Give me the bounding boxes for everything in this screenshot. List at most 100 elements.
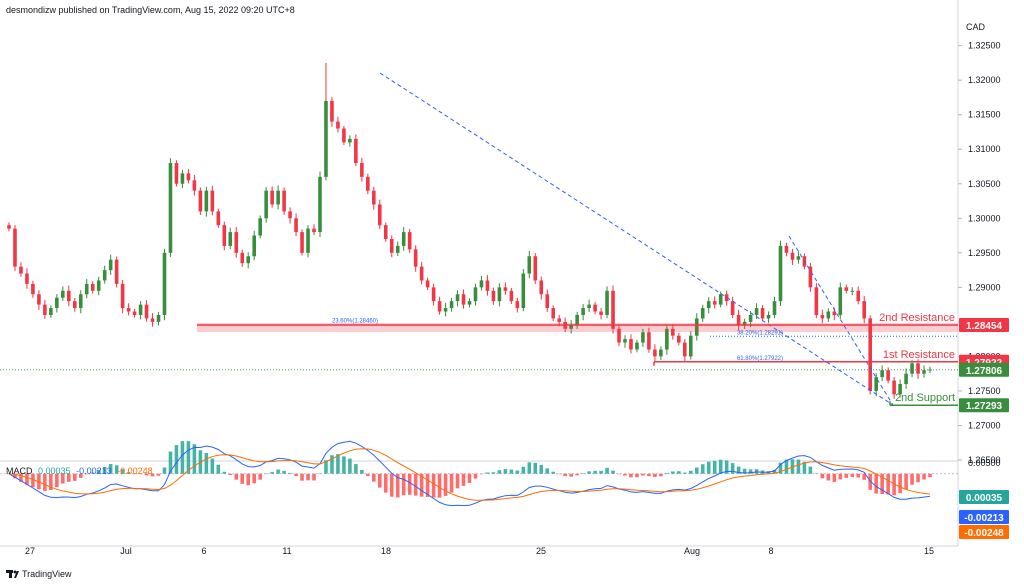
candle-body	[904, 373, 908, 385]
candle-body	[455, 294, 460, 302]
macd-hist-bar	[593, 470, 597, 474]
candle-body	[37, 294, 41, 305]
macd-hist-bar	[623, 473, 627, 476]
macd-hist-bar	[312, 473, 316, 481]
macd-hist-bar	[545, 468, 550, 474]
candle-body	[67, 290, 71, 302]
macd-hist-bar	[180, 441, 185, 474]
candle-body	[467, 301, 472, 305]
price-tick-label: 1.31500	[968, 110, 1001, 120]
macd-hist-bar	[473, 473, 478, 479]
candle-body	[389, 239, 394, 253]
candle-body	[509, 290, 514, 302]
candle-body	[180, 173, 185, 184]
macd-hist-bar	[306, 473, 310, 481]
macd-hist-bar	[102, 467, 107, 474]
macd-hist-bar	[72, 473, 77, 481]
candle-body	[210, 190, 215, 212]
macd-hist-bar	[407, 473, 412, 495]
macd-hist-bar	[694, 467, 699, 474]
candle-body	[916, 363, 920, 374]
candle-body	[892, 380, 896, 395]
macd-hist-bar	[294, 473, 298, 477]
macd-hist-bar	[330, 455, 334, 474]
candle-body	[372, 190, 376, 205]
candle-body	[479, 280, 484, 288]
candle-body	[461, 294, 466, 305]
macd-hist-bar	[49, 473, 53, 490]
macd-value-badge-bg	[959, 510, 1009, 524]
macd-hist-bar	[150, 473, 155, 477]
candle-body	[473, 287, 478, 302]
candle-body	[108, 259, 113, 271]
candle-body	[354, 138, 358, 164]
candle-body	[138, 304, 143, 315]
trend-line[interactable]	[788, 235, 894, 406]
macd-hist-bar	[354, 464, 358, 474]
macd-hist-bar	[641, 473, 645, 476]
macd-hist-bar	[575, 473, 579, 476]
candle-body	[150, 318, 155, 322]
macd-hist-bar	[431, 473, 436, 498]
candle-body	[844, 287, 849, 291]
candle-body	[922, 370, 926, 374]
candle-body	[868, 318, 872, 391]
macd-hist-bar	[401, 473, 406, 496]
candle-body	[503, 287, 508, 291]
candle-body	[443, 308, 448, 312]
candle-body	[694, 318, 699, 336]
footer-brand: TradingView	[22, 569, 72, 579]
macd-hist-bar	[348, 458, 352, 474]
candle-body	[862, 301, 867, 319]
candle-body	[910, 363, 914, 374]
macd-hist-bar	[84, 473, 89, 475]
candle-body	[198, 190, 203, 212]
macd-hist-bar	[653, 473, 657, 478]
macd-hist-bar	[629, 473, 633, 478]
candle-body	[377, 204, 382, 226]
candle-body	[264, 190, 268, 219]
macd-hist-bar	[569, 473, 573, 477]
macd-hist-bar	[61, 473, 65, 484]
macd-hist-bar	[78, 473, 83, 478]
candle-body	[246, 256, 251, 264]
macd-hist-bar	[563, 473, 567, 477]
macd-hist-bar	[832, 473, 837, 483]
tradingview-logo-icon	[6, 570, 19, 578]
candle-body	[718, 294, 723, 305]
candle-body	[736, 314, 741, 326]
macd-legend: MACD 0.00035 -0.00213 -0.00248	[6, 466, 156, 476]
macd-hist-bar	[264, 473, 268, 475]
macd-hist-bar	[437, 473, 442, 498]
candle-body	[700, 308, 705, 319]
macd-line	[8, 440, 931, 507]
candle-body	[168, 163, 173, 253]
macd-hist-bar	[928, 473, 932, 478]
macd-hist-bar	[551, 471, 556, 474]
candle-body	[826, 311, 831, 319]
macd-hist-bar	[539, 465, 544, 474]
candle-body	[186, 173, 191, 181]
macd-hist-bar	[31, 473, 35, 488]
candle-body	[545, 294, 550, 309]
candle-body	[222, 225, 227, 246]
candle-body	[31, 283, 35, 295]
macd-hist-bar	[455, 473, 460, 489]
candle-body	[425, 280, 430, 288]
candle-body	[569, 325, 573, 329]
macd-hist-bar	[706, 461, 711, 474]
candle-body	[575, 314, 579, 326]
candle-body	[784, 245, 789, 253]
macd-hist-bar	[43, 473, 47, 491]
trend-line[interactable]	[379, 72, 894, 406]
macd-tick-label: 0.00500	[968, 458, 1001, 468]
macd-hist-bar	[377, 473, 382, 488]
macd-hist-bar	[742, 468, 747, 474]
macd-hist-bar	[814, 473, 819, 474]
macd-hist-bar	[246, 473, 251, 486]
candle-body	[90, 283, 95, 291]
candle-body	[144, 304, 149, 319]
candle-body	[766, 314, 771, 319]
macd-hist-bar	[19, 473, 23, 482]
